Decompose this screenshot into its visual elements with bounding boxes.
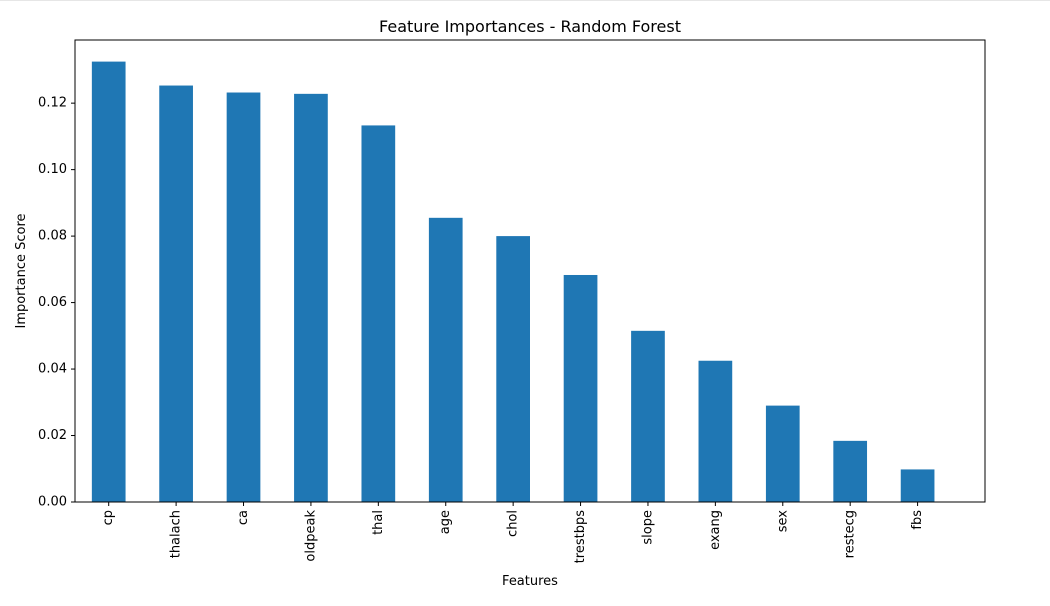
y-tick-label: 0.00 [38, 495, 67, 510]
y-tick-label: 0.10 [38, 162, 67, 177]
bar-slope [631, 330, 665, 502]
x-tick-label-cp: cp [101, 510, 116, 525]
x-tick-label-sex: sex [775, 510, 790, 533]
y-axis-ticks: 0.00 0.02 0.04 0.06 0.08 0.10 0.12 [38, 96, 75, 510]
y-tick-label: 0.12 [38, 96, 67, 111]
y-tick-label: 0.06 [38, 295, 67, 310]
x-tick-label-trestbps: trestbps [573, 510, 588, 564]
bar-trestbps [563, 274, 598, 502]
x-tick-label-ca: ca [236, 510, 251, 525]
bars-group [91, 61, 935, 503]
chart-title: Feature Importances - Random Forest [379, 17, 681, 36]
bar-ca [226, 92, 261, 502]
bar-oldpeak [294, 93, 328, 502]
bar-thalach [159, 85, 193, 503]
bar-cp [91, 61, 126, 503]
x-tick-label-thalach: thalach [169, 510, 184, 558]
bar-age [428, 217, 463, 503]
bar-sex [765, 405, 800, 502]
y-tick-label: 0.02 [38, 428, 67, 443]
x-tick-label-age: age [438, 510, 453, 534]
x-tick-label-thal: thal [371, 510, 386, 535]
x-tick-label-slope: slope [640, 510, 655, 545]
y-tick-label: 0.04 [38, 362, 67, 377]
y-axis-label: Importance Score [14, 213, 29, 328]
x-tick-label-chol: chol [506, 510, 521, 537]
y-tick-label: 0.08 [38, 229, 67, 244]
x-tick-label-exang: exang [708, 510, 723, 550]
x-tick-label-fbs: fbs [910, 510, 925, 530]
bar-thal [361, 125, 396, 503]
bar-restecg [833, 440, 868, 502]
bar-exang [698, 360, 733, 502]
x-axis-ticks: cp thalach ca oldpeak thal age chol trestbps slo… [101, 502, 925, 563]
top-divider [0, 0, 1050, 2]
bar-chol [496, 236, 530, 503]
x-axis-label: Features [502, 574, 558, 589]
x-tick-label-restecg: restecg [843, 510, 858, 558]
plot-frame [74, 39, 986, 503]
bar-fbs [900, 469, 935, 502]
x-tick-label-oldpeak: oldpeak [303, 510, 318, 562]
